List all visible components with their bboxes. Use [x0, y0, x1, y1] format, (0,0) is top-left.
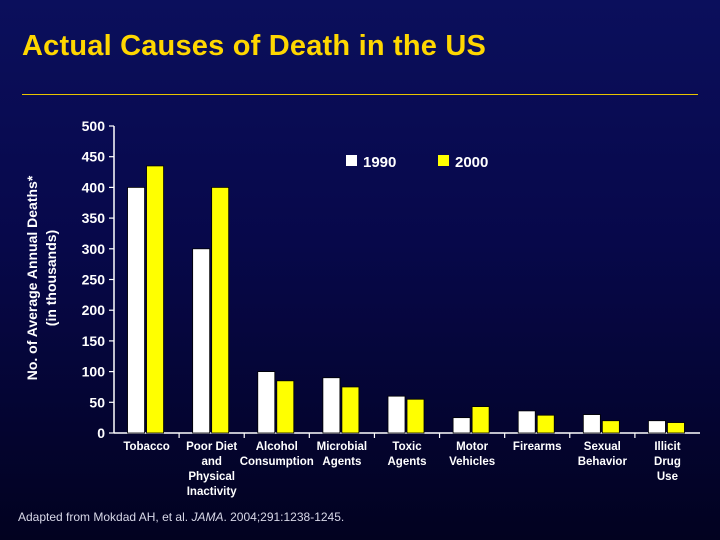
x-tick-label-line: Sexual [584, 441, 621, 453]
x-axis-tick-labels: Tobacco Poor Diet and Physical Inactivity Alc… [123, 441, 681, 498]
x-tick-label: Tobacco [123, 441, 169, 453]
bar-1990 [322, 377, 341, 434]
x-tick-label-line: Agents [388, 456, 427, 468]
y-tick-label: 450 [82, 149, 106, 165]
x-tick-label-line: Physical [188, 471, 235, 483]
x-tick-label-line: Vehicles [449, 456, 495, 468]
bar-2000 [146, 165, 164, 434]
x-tick-label-line: Microbial [317, 441, 367, 453]
bar-2000 [276, 380, 295, 434]
x-tick-label-line: Motor [456, 441, 488, 453]
x-tick-label: Toxic Agents [388, 441, 427, 468]
x-tick-label-line: Inactivity [187, 486, 237, 498]
bar-2000 [406, 398, 425, 434]
x-tick-label-line: Toxic [392, 441, 422, 453]
chart-legend: 1990 2000 [346, 154, 488, 171]
y-tick-label: 350 [82, 210, 106, 226]
bar-1990 [127, 186, 145, 434]
x-tick-label: Microbial Agents [317, 441, 367, 468]
title-divider [22, 94, 698, 95]
bar-2000 [601, 420, 620, 434]
y-axis-label-line2: (in thousands) [43, 230, 59, 326]
y-tick-label: 500 [82, 118, 106, 134]
bar-2000 [471, 406, 490, 434]
y-tick-label: 200 [82, 302, 106, 318]
x-tick-label-line: Behavior [578, 456, 628, 468]
y-axis-label-line1: No. of Average Annual Deaths* [24, 175, 40, 380]
x-tick-label-line: Use [657, 471, 678, 483]
y-tick-label: 300 [82, 241, 106, 257]
bar-2000 [536, 414, 555, 434]
y-tick-label: 0 [97, 425, 105, 441]
legend-swatch-1990 [346, 155, 357, 166]
source-footnote: Adapted from Mokdad AH, et al. JAMA. 200… [18, 510, 344, 524]
x-tick-label: Motor Vehicles [449, 441, 495, 468]
footnote-suffix: . 2004;291:1238-1245. [223, 510, 345, 524]
y-tick-label: 150 [82, 333, 106, 349]
bar-2000 [211, 186, 230, 434]
x-tick-label-line: Consumption [240, 456, 314, 468]
x-tick-label-line: Drug [654, 456, 681, 468]
x-tick-label: Alcohol Consumption [240, 441, 314, 468]
bar-2000 [667, 422, 685, 434]
x-tick-label-line: Illicit [654, 441, 680, 453]
bar-1990 [257, 371, 276, 434]
x-tick-label-line: Firearms [513, 441, 562, 453]
legend-swatch-2000 [438, 155, 449, 166]
x-tick-label: Illicit Drug Use [654, 441, 681, 483]
x-tick-label-line: Alcohol [256, 441, 298, 453]
y-tick-label: 400 [82, 179, 106, 195]
x-tick-label: Sexual Behavior [578, 441, 628, 468]
x-tick-label-line: and [201, 456, 221, 468]
footnote-prefix: Adapted from Mokdad AH, et al. [18, 510, 192, 524]
bar-1990 [582, 414, 601, 434]
bar-1990 [452, 417, 471, 434]
bar-1990 [387, 395, 406, 434]
y-tick-label: 250 [82, 272, 106, 288]
bar-1990 [192, 248, 211, 434]
legend-label: 1990 [363, 154, 396, 171]
bar-1990 [517, 410, 536, 434]
x-tick-label-line: Tobacco [123, 441, 169, 453]
y-tick-label: 100 [82, 364, 106, 380]
bar-2000 [341, 386, 360, 434]
y-tick-label: 50 [89, 394, 105, 410]
y-axis-label: No. of Average Annual Deaths* (in thousa… [24, 175, 59, 380]
x-tick-label-line: Poor Diet [186, 441, 237, 453]
x-tick-label: Poor Diet and Physical Inactivity [186, 441, 237, 498]
footnote-journal: JAMA [191, 510, 224, 524]
legend-label: 2000 [455, 154, 488, 171]
chart-bars [127, 165, 685, 434]
slide-title: Actual Causes of Death in the US [22, 30, 487, 62]
bar-1990 [648, 420, 666, 434]
x-tick-label-line: Agents [322, 456, 361, 468]
x-tick-label: Firearms [513, 441, 562, 453]
